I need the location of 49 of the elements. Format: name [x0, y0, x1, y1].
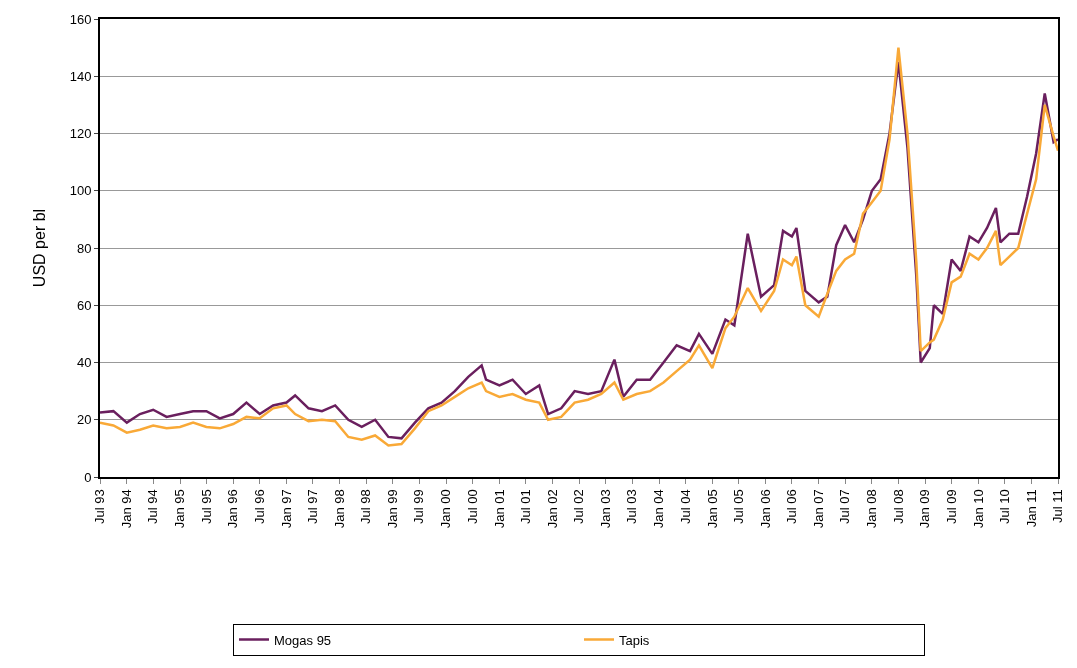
- x-tick-label: Jan 01: [491, 489, 507, 529]
- x-tick-label: Jan 08: [864, 489, 880, 529]
- x-tick-label: Jul 09: [943, 489, 959, 524]
- x-tick-label: Jul 07: [837, 489, 853, 524]
- x-tick-label: Jan 09: [917, 489, 933, 529]
- x-tick-label: Jan 07: [810, 489, 826, 529]
- x-tick-label: Jan 02: [544, 489, 560, 529]
- x-tick-label: Jan 94: [119, 489, 135, 529]
- y-tick-label: 100: [69, 183, 92, 199]
- legend-label: Mogas 95: [274, 632, 332, 648]
- x-tick-label: Jul 03: [624, 489, 640, 524]
- x-tick-label: Jul 08: [890, 489, 906, 524]
- x-tick-label: Jan 05: [704, 489, 720, 529]
- x-tick-label: Jul 04: [677, 489, 693, 524]
- x-tick-label: Jan 96: [225, 489, 241, 529]
- x-tick-label: Jul 10: [997, 489, 1013, 524]
- y-tick-label: 60: [76, 297, 92, 313]
- x-tick-label: Jul 99: [411, 489, 427, 524]
- x-tick-label: Jan 98: [331, 489, 347, 529]
- y-tick-label: 140: [69, 68, 92, 84]
- x-tick-label: Jul 01: [518, 489, 534, 524]
- y-tick-label: 120: [69, 126, 92, 142]
- x-tick-label: Jan 95: [172, 489, 188, 529]
- x-tick-label: Jul 95: [198, 489, 214, 524]
- x-tick-label: Jan 10: [970, 489, 986, 529]
- y-tick-label: 20: [76, 412, 92, 428]
- x-tick-label: Jan 11: [1023, 489, 1039, 528]
- x-tick-label: Jul 11: [1050, 489, 1066, 523]
- x-tick-label: Jan 03: [598, 489, 614, 529]
- x-tick-label: Jul 93: [92, 489, 108, 524]
- x-tick-label: Jan 04: [651, 489, 667, 529]
- y-tick-label: 40: [76, 355, 92, 371]
- legend-label: Tapis: [619, 632, 650, 648]
- x-tick-label: Jul 94: [145, 489, 161, 524]
- x-tick-label: Jan 00: [438, 489, 454, 529]
- x-tick-label: Jul 02: [571, 489, 587, 524]
- y-tick-label: 0: [84, 469, 92, 485]
- x-tick-label: Jan 06: [757, 489, 773, 529]
- x-tick-label: Jul 00: [464, 489, 480, 524]
- x-tick-label: Jul 06: [784, 489, 800, 524]
- x-tick-label: Jan 99: [385, 489, 401, 529]
- y-axis-title: USD per bl: [31, 208, 49, 288]
- x-tick-label: Jan 97: [278, 489, 294, 529]
- x-tick-label: Jul 96: [251, 489, 267, 524]
- x-tick-label: Jul 98: [358, 489, 374, 524]
- x-tick-label: Jul 05: [730, 489, 746, 524]
- y-tick-label: 80: [76, 240, 92, 256]
- y-tick-label: 160: [69, 11, 92, 27]
- x-tick-label: Jul 97: [305, 489, 321, 524]
